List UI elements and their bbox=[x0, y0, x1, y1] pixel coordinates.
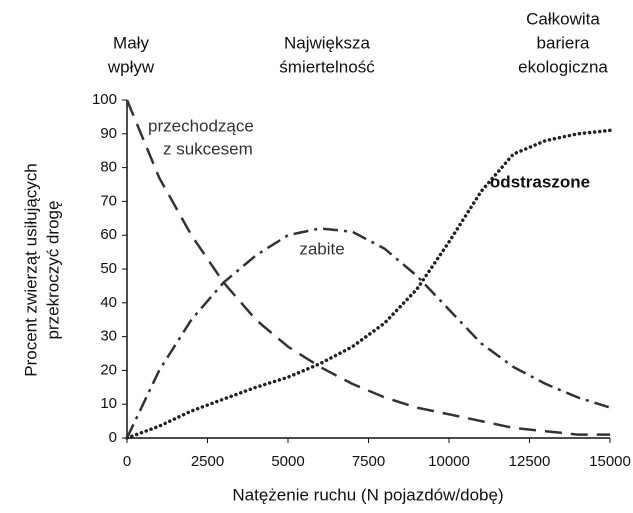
x-tick-label: 15000 bbox=[589, 453, 631, 470]
series-label: przechodzące bbox=[148, 116, 254, 135]
y-axis-label: Procent zwierząt usiłujących bbox=[21, 163, 40, 377]
y-tick-label: 30 bbox=[100, 328, 117, 345]
y-tick-label: 90 bbox=[100, 125, 117, 142]
annotation: wpływ bbox=[107, 57, 155, 76]
y-tick-label: 40 bbox=[100, 294, 117, 311]
series-line bbox=[125, 128, 612, 440]
y-tick-label: 20 bbox=[100, 361, 117, 378]
series-label: odstraszone bbox=[490, 172, 590, 191]
x-tick-label: 5000 bbox=[271, 453, 304, 470]
annotation: Całkowita bbox=[526, 9, 600, 28]
y-tick-label: 80 bbox=[100, 159, 117, 176]
series-line bbox=[125, 99, 610, 436]
series-label: z sukcesem bbox=[163, 139, 253, 158]
y-tick-label: 0 bbox=[109, 429, 117, 446]
y-tick-label: 100 bbox=[92, 91, 117, 108]
annotation: ekologiczna bbox=[518, 57, 608, 76]
annotation: Największa bbox=[284, 33, 371, 52]
annotation: śmiertelność bbox=[279, 57, 375, 76]
y-axis-label: przekroczyć drogę bbox=[43, 201, 62, 340]
x-axis-label: Natężenie ruchu (N pojazdów/dobę) bbox=[232, 485, 503, 504]
x-tick-label: 0 bbox=[123, 453, 131, 470]
x-tick-label: 12500 bbox=[509, 453, 551, 470]
series-line bbox=[125, 227, 611, 439]
annotation: bariera bbox=[537, 33, 590, 52]
y-tick-label: 10 bbox=[100, 395, 117, 412]
series-label: zabite bbox=[299, 239, 344, 258]
x-tick-label: 10000 bbox=[428, 453, 470, 470]
annotation: Mały bbox=[113, 33, 149, 52]
y-tick-label: 70 bbox=[100, 192, 117, 209]
y-tick-label: 50 bbox=[100, 260, 117, 277]
y-tick-label: 60 bbox=[100, 226, 117, 243]
x-tick-label: 2500 bbox=[191, 453, 224, 470]
x-tick-label: 7500 bbox=[352, 453, 385, 470]
